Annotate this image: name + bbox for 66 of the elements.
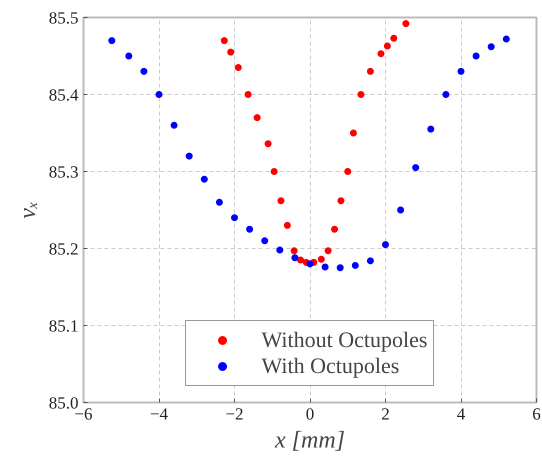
y-tick-label: 85.5: [48, 8, 78, 28]
x-tick-label: 4: [456, 404, 466, 424]
legend-label: Without Octupoles: [262, 327, 428, 353]
y-tick-label: 85.4: [48, 86, 79, 104]
x-tick-label: 6: [532, 404, 541, 424]
point: [216, 198, 223, 206]
point: [458, 68, 464, 75]
point: [331, 226, 338, 233]
point: [290, 247, 298, 254]
x-tick-label: −2: [225, 404, 244, 424]
point: [231, 214, 238, 222]
point: [284, 222, 291, 229]
y-axis-title: νₓ: [14, 201, 41, 219]
point: [186, 152, 193, 160]
point: [277, 197, 284, 204]
point: [125, 52, 132, 60]
point: [442, 91, 450, 98]
point: [366, 257, 374, 264]
point: [156, 91, 162, 98]
point: [412, 164, 420, 172]
point: [337, 197, 344, 204]
y-tick-label: 85.2: [48, 240, 78, 258]
y-tick-label: 85.0: [48, 394, 78, 412]
point: [227, 48, 234, 56]
point: [502, 36, 510, 43]
point: [291, 254, 298, 262]
point: [377, 50, 384, 58]
point: [384, 42, 391, 50]
point: [254, 114, 261, 122]
legend-label: With Octupoles: [262, 353, 400, 379]
point: [318, 256, 325, 263]
point: [244, 91, 252, 98]
point: [297, 256, 304, 264]
point: [220, 37, 228, 44]
point: [324, 247, 332, 254]
point: [170, 122, 178, 129]
point: [336, 264, 344, 272]
point: [140, 68, 148, 75]
point: [270, 168, 278, 175]
point: [276, 246, 284, 254]
point: [261, 237, 268, 244]
point: [264, 140, 272, 148]
point: [488, 43, 495, 50]
y-tick-label: 85.3: [48, 162, 78, 182]
x-tick-label: 2: [381, 404, 390, 424]
point: [246, 226, 254, 233]
y-tick-label: 85.1: [48, 316, 78, 336]
x-tick-label: 0: [306, 404, 314, 424]
point: [108, 37, 116, 44]
point: [344, 168, 352, 175]
point: [234, 64, 242, 72]
point: [427, 126, 434, 133]
x-tick-label: −4: [150, 404, 169, 424]
point: [472, 52, 480, 60]
point: [350, 130, 357, 136]
point: [322, 263, 329, 270]
point: [366, 68, 374, 75]
point: [200, 176, 208, 183]
point: [357, 91, 364, 98]
point: [352, 262, 359, 269]
point: [397, 206, 404, 214]
point: [402, 20, 410, 28]
point: [306, 260, 314, 268]
point: [382, 241, 389, 248]
point: [390, 34, 398, 42]
x-axis-title: x [mm]: [274, 428, 345, 454]
